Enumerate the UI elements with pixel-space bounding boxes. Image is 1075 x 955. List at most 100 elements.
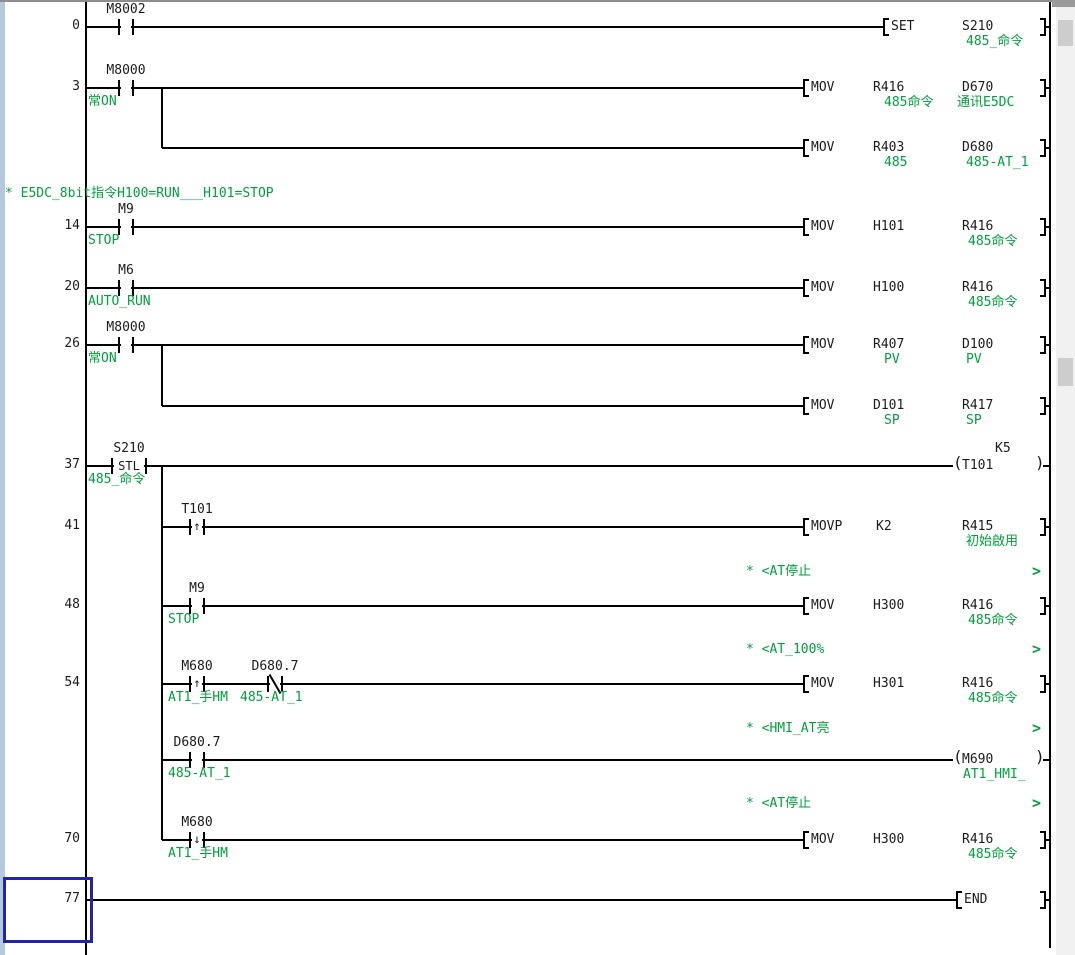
instruction-name[interactable]: MOV <box>811 219 835 234</box>
contact-device-name[interactable]: S210 <box>113 441 145 456</box>
contact-device-name[interactable]: M6 <box>118 263 134 278</box>
instruction-name[interactable]: END <box>964 892 988 907</box>
coil-close-paren: ) <box>1035 453 1045 472</box>
instruction-operand[interactable]: R416 <box>962 280 994 295</box>
coil-setting-value: K5 <box>995 441 1011 456</box>
instruction-name[interactable]: MOV <box>811 280 835 295</box>
instruction-operand[interactable]: D100 <box>962 337 994 352</box>
coil-device-name[interactable]: T101 <box>962 458 994 473</box>
wire-horizontal <box>1046 87 1050 89</box>
wire-horizontal <box>162 839 803 841</box>
instruction-close-bracket <box>1040 79 1046 97</box>
coil-device-name[interactable]: M690 <box>962 752 994 767</box>
contact-device-name[interactable]: T101 <box>181 502 213 517</box>
falling-edge-arrow-icon: ↓ <box>193 832 201 846</box>
instruction-operand[interactable]: S210 <box>962 19 994 34</box>
instruction-name[interactable]: MOV <box>811 398 835 413</box>
step-number[interactable]: 0 <box>72 18 80 33</box>
contact-device-name[interactable]: M9 <box>189 581 205 596</box>
step-number[interactable]: 20 <box>64 279 80 294</box>
step-number[interactable]: 3 <box>72 79 80 94</box>
contact-comment-label: 常ON <box>88 351 117 366</box>
wire-horizontal <box>162 526 803 528</box>
instruction-operand[interactable]: H300 <box>873 598 905 613</box>
operand-comment-label: 485命令 <box>968 847 1018 862</box>
instruction-name[interactable]: MOV <box>811 80 835 95</box>
instruction-operand[interactable]: H101 <box>873 219 905 234</box>
instruction-name[interactable]: SET <box>891 19 915 34</box>
instruction-name[interactable]: MOV <box>811 832 835 847</box>
instruction-operand[interactable]: R416 <box>962 219 994 234</box>
contact-device-name[interactable]: M680 <box>181 659 213 674</box>
step-number[interactable]: 70 <box>64 831 80 846</box>
instruction-close-bracket <box>1040 218 1046 236</box>
instruction-operand[interactable]: H301 <box>873 676 905 691</box>
contact-gap <box>192 518 202 536</box>
instruction-operand[interactable]: H300 <box>873 832 905 847</box>
instruction-name[interactable]: MOV <box>811 598 835 613</box>
instruction-open-bracket <box>803 831 809 849</box>
instruction-open-bracket <box>803 518 809 536</box>
instruction-operand[interactable]: R416 <box>962 598 994 613</box>
operand-comment-label: PV <box>966 352 982 367</box>
instruction-open-bracket <box>803 397 809 415</box>
instruction-name[interactable]: MOV <box>811 337 835 352</box>
instruction-operand[interactable]: R417 <box>962 398 994 413</box>
scrollbar-top-cap <box>1052 0 1075 7</box>
contact-comment-label: 常ON <box>88 94 117 109</box>
step-number[interactable]: 77 <box>64 891 80 906</box>
contact-device-name[interactable]: D680.7 <box>173 735 221 750</box>
instruction-operand[interactable]: D670 <box>962 80 994 95</box>
step-number[interactable]: 37 <box>64 457 80 472</box>
scrollbar-thumb[interactable] <box>1058 20 1073 46</box>
wire-vertical <box>161 88 163 148</box>
contact-comment-label: AT1_手HM <box>168 690 228 705</box>
instruction-operand[interactable]: R407 <box>873 337 905 352</box>
step-number[interactable]: 41 <box>64 518 80 533</box>
wrap-arrow-icon: > <box>1032 794 1042 812</box>
contact-comment-label: AUTO_RUN <box>88 294 151 309</box>
operand-comment-label: 485命令 <box>968 613 1018 628</box>
instruction-operand[interactable]: R403 <box>873 140 905 155</box>
operand-comment-label: 485 <box>884 155 908 170</box>
contact-bar <box>118 219 120 235</box>
instruction-operand[interactable]: R415 <box>962 519 994 534</box>
instruction-operand[interactable]: D101 <box>873 398 905 413</box>
step-number[interactable]: 26 <box>64 336 80 351</box>
contact-device-name[interactable]: M680 <box>181 815 213 830</box>
instruction-open-bracket <box>803 279 809 297</box>
contact-device-name[interactable]: M8000 <box>106 320 146 335</box>
step-number[interactable]: 54 <box>64 675 80 690</box>
instruction-operand[interactable]: H100 <box>873 280 905 295</box>
step-number[interactable]: 48 <box>64 597 80 612</box>
wire-vertical <box>1049 2 1051 948</box>
instruction-operand[interactable]: R416 <box>962 676 994 691</box>
contact-device-name[interactable]: M8000 <box>106 63 146 78</box>
contact-device-name[interactable]: M9 <box>118 202 134 217</box>
cell-cursor-selection[interactable] <box>3 877 93 943</box>
instruction-name[interactable]: MOV <box>811 676 835 691</box>
rising-edge-arrow-icon: ↑ <box>193 519 201 533</box>
instruction-operand[interactable]: K2 <box>876 519 892 534</box>
instruction-name[interactable]: MOVP <box>811 519 843 534</box>
instruction-name[interactable]: MOV <box>811 140 835 155</box>
instruction-open-bracket <box>956 891 962 909</box>
contact-gap <box>192 597 202 615</box>
contact-bar <box>189 598 191 614</box>
contact-device-name[interactable]: D680.7 <box>251 659 299 674</box>
operand-comment-label: PV <box>884 352 900 367</box>
contact-bar <box>132 337 134 353</box>
wire-horizontal <box>162 147 803 149</box>
contact-bar <box>132 219 134 235</box>
contact-device-name[interactable]: M8002 <box>106 2 146 17</box>
instruction-operand[interactable]: R416 <box>962 832 994 847</box>
instruction-operand[interactable]: R416 <box>873 80 905 95</box>
step-number[interactable]: 14 <box>64 218 80 233</box>
instruction-operand[interactable]: D680 <box>962 140 994 155</box>
wire-horizontal <box>162 605 803 607</box>
wrap-arrow-icon: > <box>1032 719 1042 737</box>
operand-comment-label: 485命令 <box>968 691 1018 706</box>
contact-comment-label: STOP <box>168 612 200 627</box>
vertical-scrollbar[interactable] <box>1056 2 1075 955</box>
